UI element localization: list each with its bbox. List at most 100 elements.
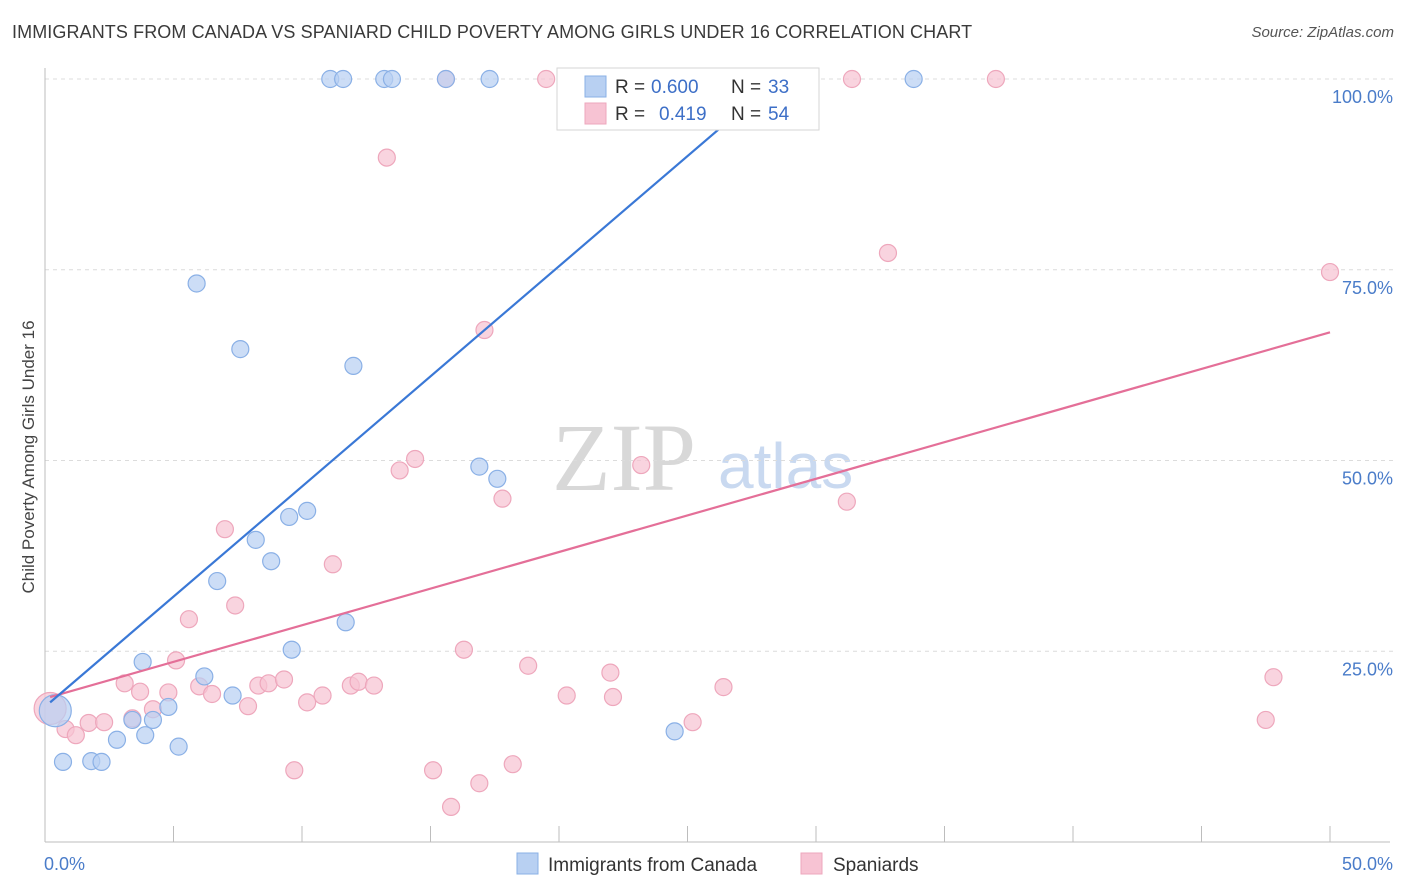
spaniards-point bbox=[1320, 262, 1340, 282]
canada-point bbox=[159, 697, 178, 717]
canada-point bbox=[298, 501, 317, 520]
spaniards-point bbox=[537, 69, 556, 89]
spaniards-point bbox=[632, 455, 651, 475]
series-legend-label-canada: Immigrants from Canada bbox=[548, 855, 758, 876]
canada-point bbox=[38, 694, 72, 728]
canada-point bbox=[169, 737, 188, 756]
spaniards-point bbox=[66, 726, 85, 745]
watermark: ZIP atlas bbox=[552, 404, 853, 511]
series-legend-swatch-spaniards bbox=[800, 852, 823, 875]
y-tick-labels: 25.0% 50.0% 75.0% 100.0% bbox=[1332, 87, 1393, 679]
canada-point bbox=[107, 730, 127, 749]
spaniards-point bbox=[441, 797, 461, 817]
y-tick-label: 50.0% bbox=[1342, 469, 1393, 489]
spaniards-point bbox=[842, 69, 862, 89]
canada-point bbox=[336, 613, 355, 632]
legend-swatch-spaniards bbox=[584, 102, 607, 125]
canada-point bbox=[136, 726, 155, 745]
spaniards-point bbox=[95, 713, 114, 732]
spaniards-point bbox=[259, 674, 278, 693]
y-tick-label: 100.0% bbox=[1332, 87, 1393, 107]
canada-point bbox=[262, 552, 281, 571]
watermark-atlas: atlas bbox=[718, 430, 853, 502]
source-credit: Source: ZipAtlas.com bbox=[1251, 24, 1394, 41]
x-tick-marks bbox=[173, 826, 1331, 842]
legend-r-value-canada: 0.600 bbox=[651, 77, 699, 98]
series-legend-swatch-canada bbox=[516, 852, 539, 875]
spaniards-point bbox=[215, 520, 234, 539]
x-tick-label-max: 50.0% bbox=[1342, 854, 1393, 874]
y-tick-label: 75.0% bbox=[1342, 278, 1393, 298]
spaniards-point bbox=[79, 713, 98, 733]
canada-point bbox=[904, 69, 923, 89]
canada-point bbox=[488, 469, 507, 488]
canada-point bbox=[208, 571, 227, 591]
canada-point bbox=[187, 274, 206, 293]
spaniards-point bbox=[557, 686, 576, 705]
canada-point bbox=[246, 530, 265, 549]
spaniards-point bbox=[1256, 710, 1275, 730]
spaniards-point bbox=[377, 148, 396, 167]
legend-n-value-spaniards: 54 bbox=[768, 104, 790, 125]
canada-point bbox=[665, 722, 684, 741]
spaniards-point bbox=[323, 555, 342, 574]
spaniards-point bbox=[601, 663, 620, 682]
canada-point bbox=[382, 69, 402, 89]
spaniards-point bbox=[493, 489, 512, 508]
canada-point bbox=[53, 752, 73, 771]
canada-point bbox=[436, 69, 456, 89]
stats-legend: R = 0.600 N = 33 R = 0.419 N = 54 bbox=[556, 67, 820, 131]
canada-point bbox=[480, 69, 499, 89]
legend-r-label-spaniards: R = bbox=[615, 104, 645, 125]
spaniards-point bbox=[503, 755, 522, 774]
trend-lines bbox=[49, 78, 1331, 704]
spaniards-point bbox=[714, 678, 733, 697]
spaniards-point bbox=[226, 596, 245, 615]
chart-title: IMMIGRANTS FROM CANADA VS SPANIARD CHILD… bbox=[12, 22, 973, 42]
legend-r-label-canada: R = bbox=[615, 77, 645, 98]
spaniards-point bbox=[837, 492, 856, 511]
spaniards-point bbox=[349, 672, 368, 691]
spaniards-point bbox=[274, 670, 294, 689]
legend-n-value-canada: 33 bbox=[768, 77, 789, 98]
canada-point bbox=[282, 640, 301, 659]
canada-point bbox=[231, 340, 250, 359]
spaniards-point bbox=[364, 676, 384, 695]
spaniards-point bbox=[470, 774, 489, 793]
spaniards-point bbox=[298, 693, 317, 712]
spaniards-point bbox=[603, 687, 623, 707]
canada-point bbox=[280, 507, 299, 527]
canada-point bbox=[344, 356, 363, 375]
legend-swatch-canada bbox=[584, 75, 607, 98]
y-axis-label: Child Poverty Among Girls Under 16 bbox=[19, 320, 38, 593]
spaniards-point bbox=[1264, 668, 1283, 687]
x-tick-label-min: 0.0% bbox=[44, 854, 85, 874]
spaniards-point bbox=[878, 243, 898, 263]
spaniards-point bbox=[986, 69, 1006, 89]
trend-line-canada bbox=[49, 78, 779, 704]
canada-point bbox=[470, 457, 489, 476]
spaniards-point bbox=[683, 713, 702, 732]
spaniards-point bbox=[423, 761, 443, 780]
spaniards-point bbox=[285, 761, 304, 780]
spaniards-point bbox=[238, 697, 258, 716]
legend-n-label-canada: N = bbox=[731, 77, 761, 98]
canada-point bbox=[195, 667, 214, 686]
y-tick-label: 25.0% bbox=[1342, 659, 1393, 679]
spaniards-point bbox=[202, 684, 222, 704]
spaniards-point bbox=[179, 610, 199, 629]
canada-point bbox=[92, 752, 111, 771]
canada-point bbox=[123, 710, 142, 730]
series-legend: Immigrants from Canada Spaniards bbox=[516, 852, 919, 876]
trend-line-spaniards bbox=[49, 331, 1331, 699]
spaniards-point bbox=[454, 640, 474, 659]
spaniards-point bbox=[519, 656, 538, 675]
legend-r-value-spaniards: 0.419 bbox=[659, 104, 707, 125]
watermark-zip: ZIP bbox=[552, 404, 696, 511]
series-canada-points bbox=[38, 69, 923, 771]
spaniards-point bbox=[390, 461, 409, 480]
canada-point bbox=[143, 710, 163, 730]
legend-n-label-spaniards: N = bbox=[731, 104, 761, 125]
spaniards-point bbox=[130, 682, 150, 701]
